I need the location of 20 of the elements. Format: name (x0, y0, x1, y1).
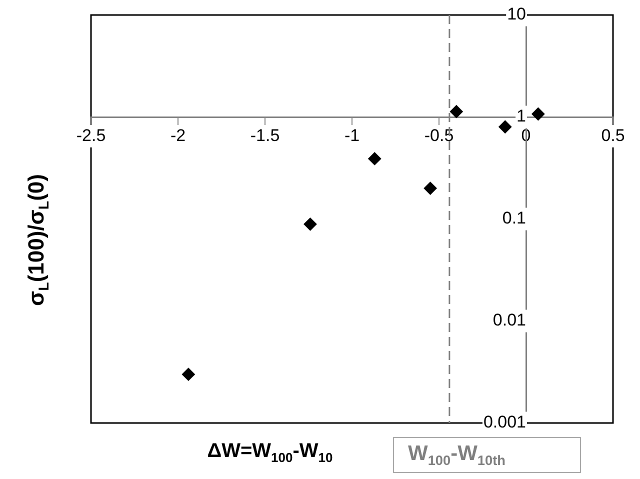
point (368, 152, 382, 166)
ref-line-label: W$_{100}$-W$_{10th}$ (393, 437, 581, 473)
y-tick-label: 0.1 (502, 208, 526, 228)
y-tick-label: 0.01 (492, 310, 526, 330)
x-tick-label: -1 (344, 126, 360, 145)
point (498, 120, 512, 134)
y-tick-label: 1 (516, 106, 526, 126)
x-tick-label: 0.5 (601, 126, 625, 145)
point (532, 108, 545, 121)
x-tick-label: -2 (170, 126, 186, 145)
y-tick-label: 10 (507, 4, 526, 24)
x-tick-label: -1.5 (250, 126, 280, 145)
point (424, 182, 437, 195)
y-tick-label: 0.001 (483, 412, 526, 432)
x-tick-label: -0.5 (424, 126, 454, 145)
x-axis-title: ΔW=W$_{100}$-W$_{10}$ (206, 440, 334, 465)
point (182, 368, 195, 381)
x-tick-label: -2.5 (76, 126, 106, 145)
point (450, 105, 463, 118)
point (304, 218, 317, 231)
